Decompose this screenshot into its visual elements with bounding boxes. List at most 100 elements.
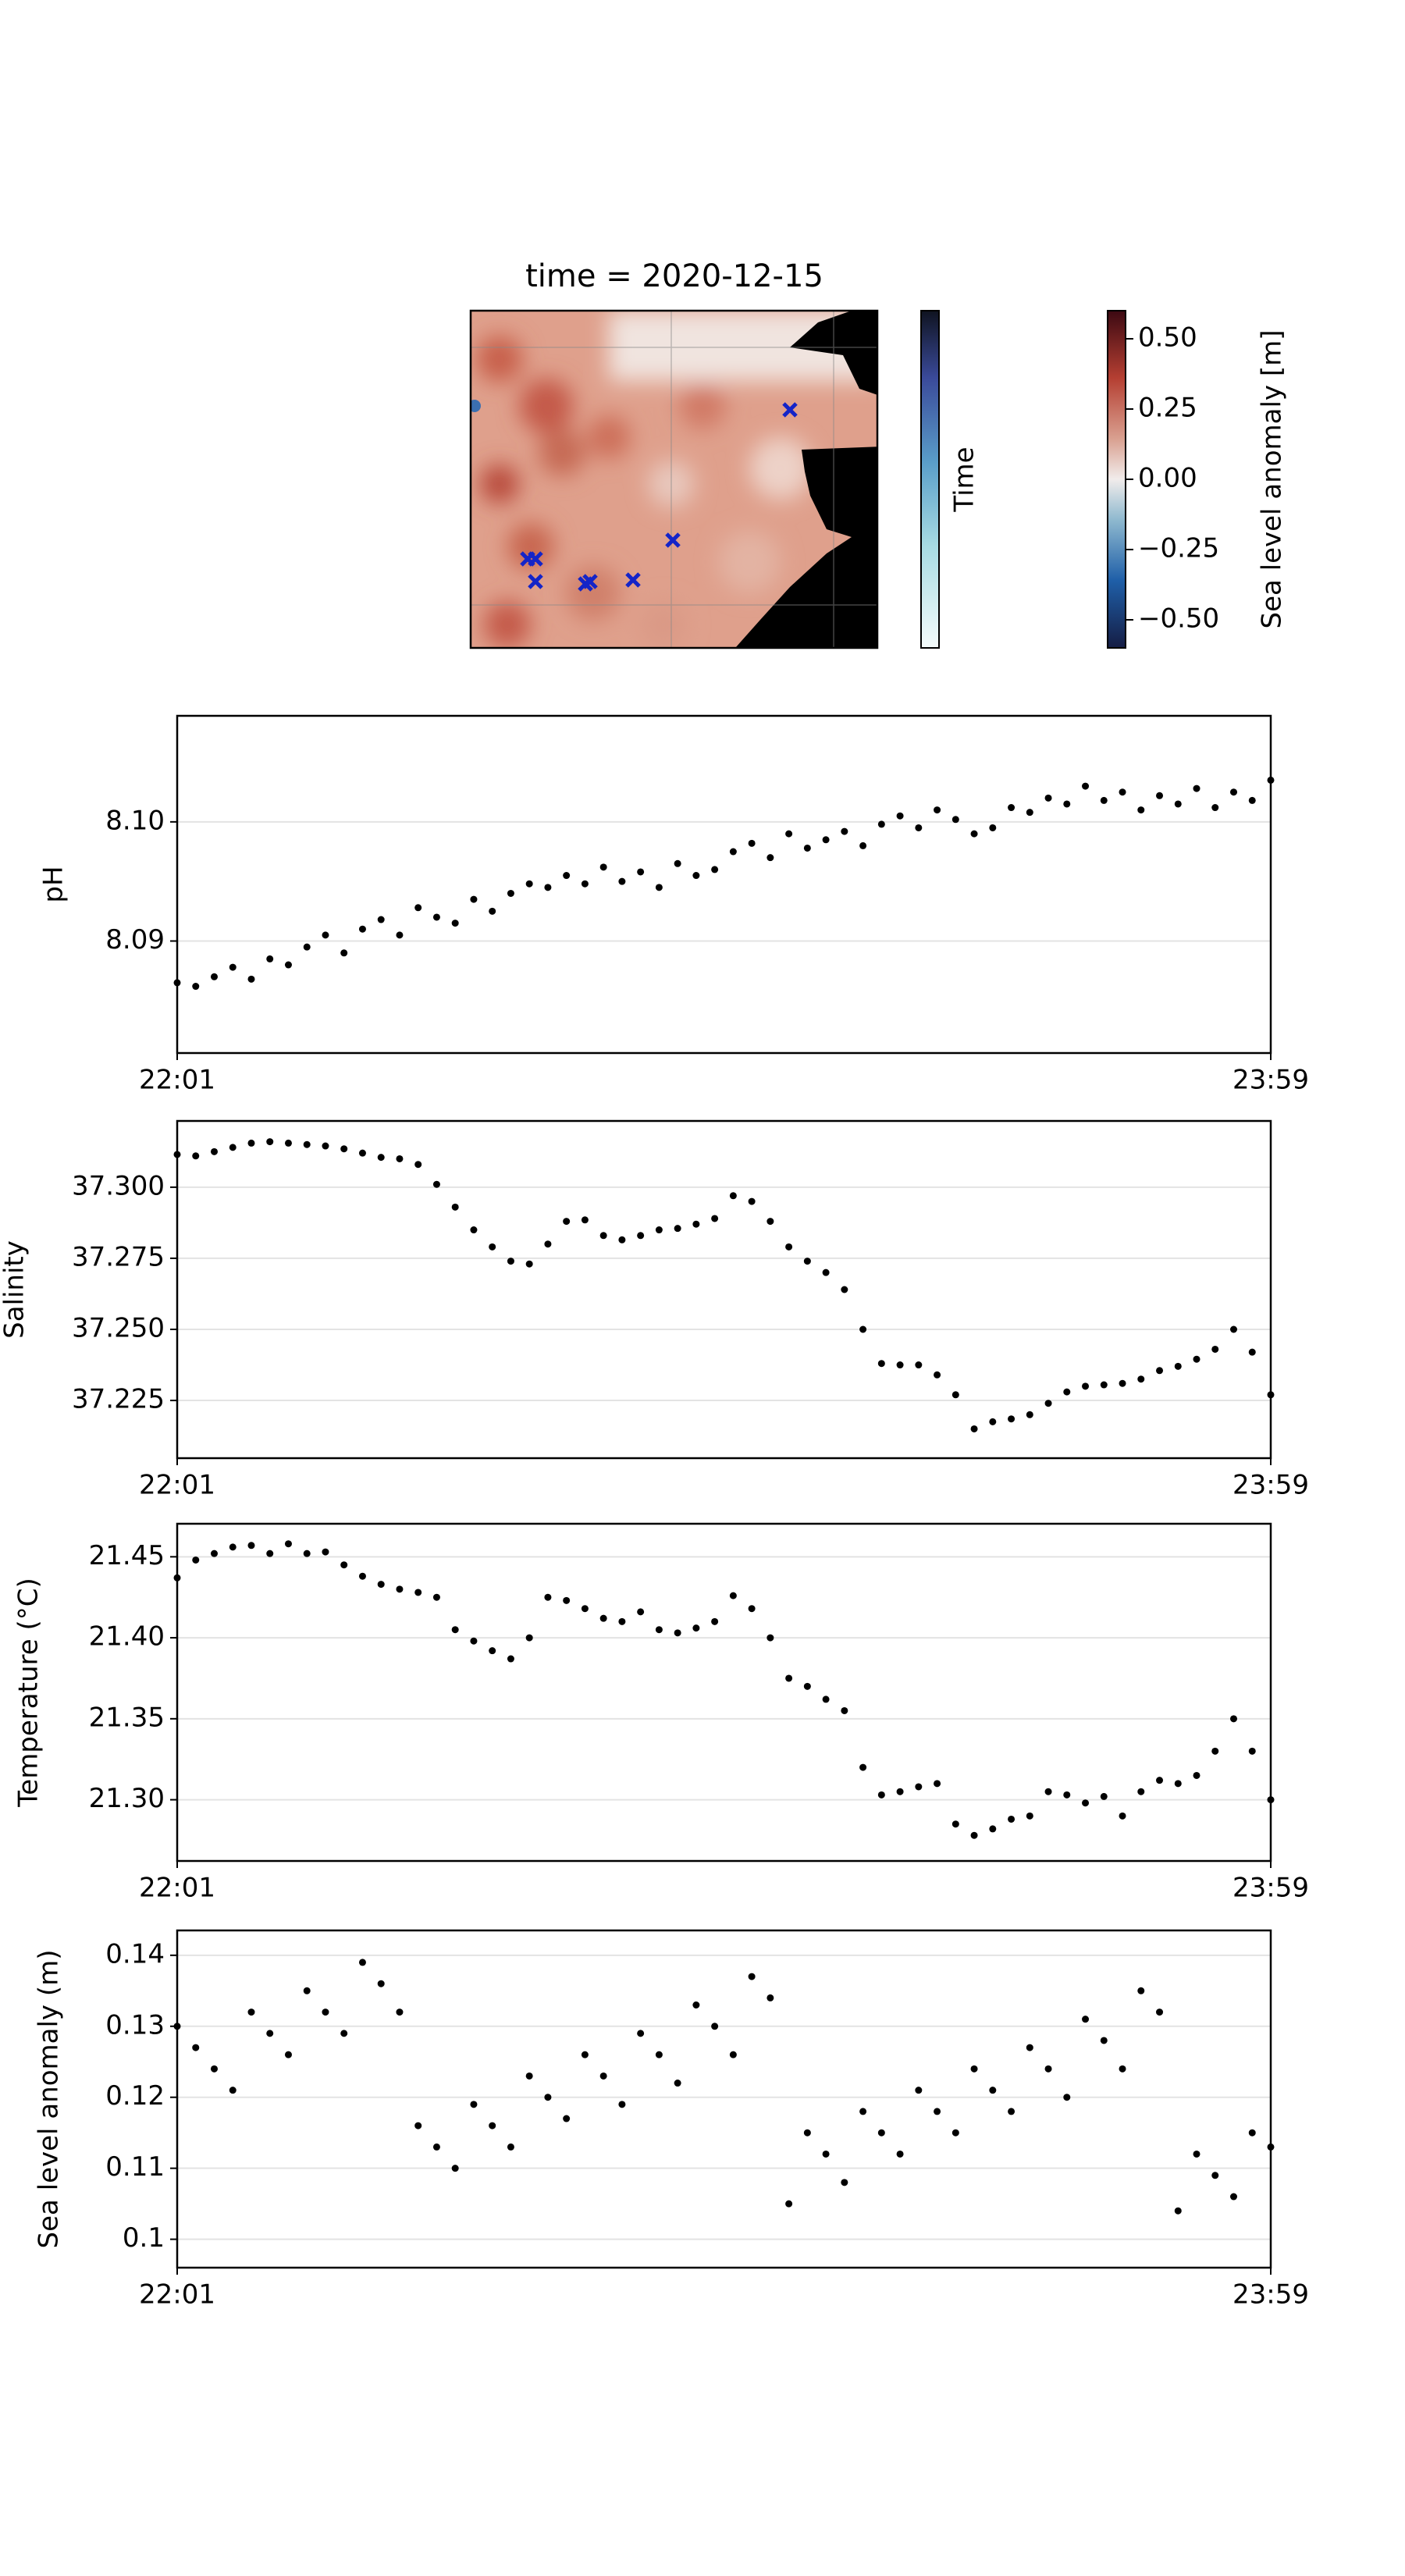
data-point xyxy=(192,2044,200,2051)
data-point xyxy=(358,1572,366,1580)
data-point xyxy=(989,824,997,831)
data-point xyxy=(1211,1747,1219,1755)
data-point xyxy=(1008,2108,1016,2115)
map-frame xyxy=(469,309,879,649)
data-point xyxy=(1174,1362,1182,1370)
data-point xyxy=(934,1371,941,1379)
data-point xyxy=(767,1994,774,2001)
data-point xyxy=(470,895,478,903)
data-point xyxy=(692,872,700,880)
y-tick-label: 37.225 xyxy=(72,1384,165,1415)
data-point xyxy=(951,1391,959,1399)
data-point xyxy=(970,830,978,838)
y-tick-label: 0.13 xyxy=(105,2009,165,2041)
data-point xyxy=(210,973,218,980)
y-tick-label: 37.250 xyxy=(72,1312,165,1343)
data-point xyxy=(934,2108,941,2115)
data-point xyxy=(470,2101,478,2108)
y-tick-label: 0.12 xyxy=(105,2080,165,2112)
data-point xyxy=(451,1626,459,1634)
data-point xyxy=(1137,1375,1145,1383)
data-point xyxy=(1193,2150,1200,2158)
data-point xyxy=(489,907,496,915)
colorbar-label: Sea level anomaly [m] xyxy=(1257,330,1288,629)
data-point xyxy=(266,1550,274,1557)
data-point xyxy=(1008,1815,1016,1823)
data-point xyxy=(841,1706,848,1714)
data-point xyxy=(340,2030,348,2037)
y-tick-label: 37.275 xyxy=(72,1241,165,1272)
float-markers xyxy=(520,402,798,592)
data-point xyxy=(432,913,440,921)
data-point xyxy=(284,1139,292,1147)
data-point xyxy=(1193,1771,1200,1779)
data-point xyxy=(396,1585,404,1593)
data-point xyxy=(432,2143,440,2151)
time-colorbar xyxy=(920,310,940,649)
data-point xyxy=(1137,1788,1145,1795)
data-point xyxy=(507,1655,514,1663)
data-point xyxy=(934,1780,941,1788)
data-point xyxy=(674,859,681,867)
colorbar-tick-label: 0.25 xyxy=(1138,393,1197,424)
data-point xyxy=(489,1243,496,1251)
data-point xyxy=(210,1550,218,1557)
data-point xyxy=(1119,788,1126,796)
data-point xyxy=(655,884,663,891)
data-point xyxy=(507,889,514,897)
data-point xyxy=(303,1550,311,1557)
data-point xyxy=(229,2087,237,2094)
data-point xyxy=(396,931,404,939)
data-point xyxy=(655,2051,663,2058)
data-point xyxy=(266,1138,274,1146)
data-point xyxy=(377,1154,385,1162)
data-point xyxy=(1137,1987,1145,1994)
data-point xyxy=(822,1695,830,1703)
data-point xyxy=(414,1589,422,1596)
data-point xyxy=(1026,2044,1033,2051)
data-point xyxy=(803,2129,811,2137)
data-point xyxy=(192,1152,200,1160)
data-point xyxy=(544,884,552,891)
data-point xyxy=(581,1605,589,1613)
axes-frame xyxy=(176,1522,1272,1863)
data-point xyxy=(525,1634,533,1642)
data-point xyxy=(247,975,255,983)
data-point xyxy=(767,1218,774,1226)
x-tick-label: 23:59 xyxy=(1232,1065,1309,1096)
x-tick-label: 23:59 xyxy=(1232,2279,1309,2311)
data-point xyxy=(544,1593,552,1601)
colorbar-tick-label: −0.50 xyxy=(1138,603,1219,635)
data-point xyxy=(785,1674,793,1682)
data-point xyxy=(266,955,274,962)
sla-colorbar xyxy=(1107,310,1126,649)
data-point xyxy=(859,841,867,849)
data-point xyxy=(1193,785,1200,792)
data-point xyxy=(451,920,459,927)
data-point xyxy=(877,1360,885,1368)
data-point xyxy=(563,872,571,880)
data-point xyxy=(1193,1355,1200,1363)
data-point xyxy=(1100,2037,1108,2044)
data-point xyxy=(1026,1411,1033,1418)
data-point xyxy=(618,2101,626,2108)
data-point xyxy=(525,1260,533,1268)
data-point xyxy=(896,1788,904,1795)
data-point xyxy=(507,1258,514,1265)
data-point xyxy=(767,854,774,862)
data-point xyxy=(859,1325,867,1333)
data-point xyxy=(655,1626,663,1634)
data-point xyxy=(692,1220,700,1228)
colorbar-label: Time xyxy=(949,447,980,512)
data-point xyxy=(951,2129,959,2137)
data-point xyxy=(1026,1812,1033,1820)
data-point xyxy=(451,1203,459,1211)
y-axis-label: pH xyxy=(38,866,69,902)
data-point xyxy=(340,1561,348,1569)
data-point xyxy=(322,1142,329,1150)
data-point xyxy=(841,1286,848,1293)
x-tick-label: 22:01 xyxy=(139,1873,215,1904)
data-point xyxy=(1230,1715,1238,1723)
